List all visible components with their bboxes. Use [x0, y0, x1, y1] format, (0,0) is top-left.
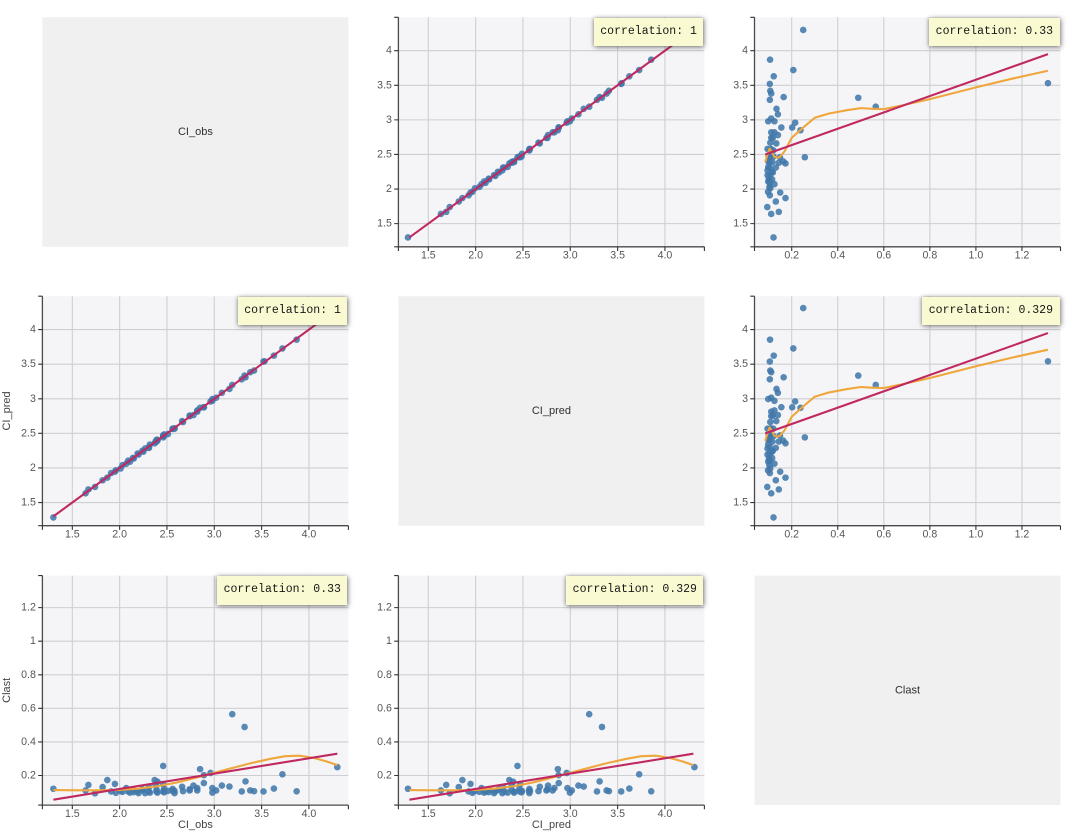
svg-text:0.8: 0.8: [922, 529, 937, 541]
svg-text:2.5: 2.5: [377, 148, 392, 160]
svg-text:0.4: 0.4: [830, 529, 845, 541]
svg-text:CI_pred: CI_pred: [532, 405, 571, 417]
svg-text:1.5: 1.5: [21, 497, 36, 509]
svg-text:2.5: 2.5: [733, 427, 748, 439]
svg-text:2.5: 2.5: [160, 529, 175, 541]
svg-text:3.5: 3.5: [254, 808, 269, 820]
svg-text:2.0: 2.0: [468, 250, 483, 262]
svg-text:3.5: 3.5: [254, 529, 269, 541]
svg-text:0.2: 0.2: [377, 770, 392, 782]
svg-text:1: 1: [30, 635, 36, 647]
svg-text:2: 2: [30, 462, 36, 474]
svg-text:3.0: 3.0: [207, 808, 222, 820]
svg-text:1.0: 1.0: [969, 529, 984, 541]
svg-text:4.0: 4.0: [302, 808, 317, 820]
svg-text:0.2: 0.2: [784, 529, 799, 541]
svg-text:0.8: 0.8: [21, 669, 36, 681]
svg-text:2.5: 2.5: [21, 427, 36, 439]
svg-text:4.0: 4.0: [658, 250, 673, 262]
svg-text:0.8: 0.8: [377, 669, 392, 681]
svg-text:1.2: 1.2: [377, 602, 392, 614]
svg-text:0.6: 0.6: [21, 702, 36, 714]
svg-text:3.5: 3.5: [733, 79, 748, 91]
svg-text:2.5: 2.5: [160, 808, 175, 820]
svg-text:2.5: 2.5: [516, 250, 531, 262]
svg-text:3.0: 3.0: [563, 808, 578, 820]
svg-text:1.0: 1.0: [969, 250, 984, 262]
svg-text:0.6: 0.6: [876, 529, 891, 541]
svg-text:3.5: 3.5: [610, 250, 625, 262]
svg-text:0.4: 0.4: [830, 250, 845, 262]
svg-text:3.5: 3.5: [377, 79, 392, 91]
svg-text:1.5: 1.5: [421, 250, 436, 262]
svg-text:0.2: 0.2: [21, 770, 36, 782]
svg-text:0.6: 0.6: [876, 250, 891, 262]
svg-text:0.6: 0.6: [377, 702, 392, 714]
svg-text:CI_obs: CI_obs: [178, 819, 213, 831]
svg-text:1.5: 1.5: [733, 218, 748, 230]
svg-text:2: 2: [742, 462, 748, 474]
svg-text:3: 3: [386, 114, 392, 126]
svg-text:2: 2: [742, 183, 748, 195]
svg-text:2.5: 2.5: [733, 148, 748, 160]
svg-text:3.5: 3.5: [610, 808, 625, 820]
svg-text:1.2: 1.2: [1015, 529, 1030, 541]
svg-text:2: 2: [386, 183, 392, 195]
svg-text:0.2: 0.2: [784, 250, 799, 262]
svg-text:CI_pred: CI_pred: [1, 391, 13, 430]
svg-text:3: 3: [742, 114, 748, 126]
svg-text:Clast: Clast: [895, 684, 920, 696]
svg-text:4: 4: [30, 324, 36, 336]
svg-text:3.0: 3.0: [563, 250, 578, 262]
svg-text:0.4: 0.4: [21, 736, 36, 748]
svg-text:0.8: 0.8: [922, 250, 937, 262]
svg-text:2.0: 2.0: [112, 808, 127, 820]
svg-text:3: 3: [30, 393, 36, 405]
svg-text:4.0: 4.0: [302, 529, 317, 541]
svg-text:4: 4: [742, 324, 748, 336]
svg-text:2.0: 2.0: [468, 808, 483, 820]
svg-text:4: 4: [386, 45, 392, 57]
svg-text:1.5: 1.5: [377, 218, 392, 230]
svg-text:1: 1: [386, 635, 392, 647]
svg-text:4.0: 4.0: [658, 808, 673, 820]
svg-text:Clast: Clast: [1, 678, 13, 703]
svg-text:4: 4: [742, 45, 748, 57]
svg-text:CI_pred: CI_pred: [532, 819, 571, 831]
svg-text:1.5: 1.5: [733, 497, 748, 509]
svg-text:2.5: 2.5: [516, 808, 531, 820]
svg-text:1.2: 1.2: [21, 602, 36, 614]
svg-text:3.5: 3.5: [733, 358, 748, 370]
svg-text:3.0: 3.0: [207, 529, 222, 541]
svg-text:3.5: 3.5: [21, 358, 36, 370]
svg-text:1.5: 1.5: [421, 808, 436, 820]
svg-text:1.2: 1.2: [1015, 250, 1030, 262]
svg-text:3: 3: [742, 393, 748, 405]
svg-text:0.4: 0.4: [377, 736, 392, 748]
svg-text:1.5: 1.5: [65, 808, 80, 820]
svg-text:1.5: 1.5: [65, 529, 80, 541]
svg-text:CI_obs: CI_obs: [178, 126, 213, 138]
svg-text:2.0: 2.0: [112, 529, 127, 541]
